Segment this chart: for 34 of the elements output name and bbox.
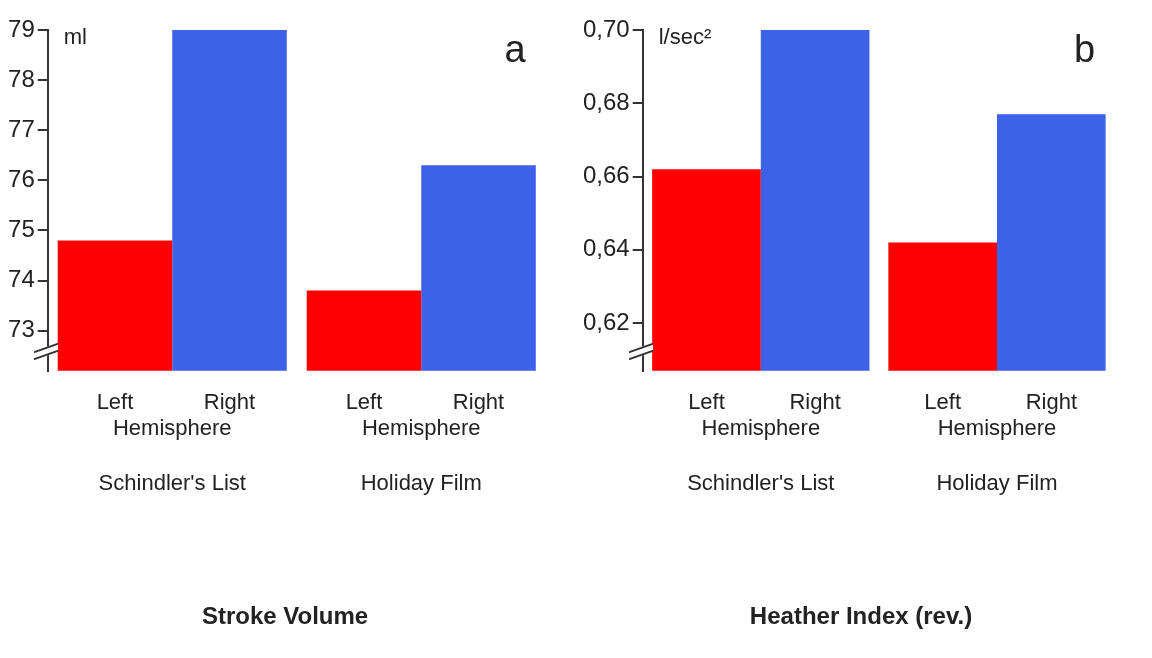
y-tick-label: 0,64 <box>582 234 630 262</box>
series-label: Right <box>452 388 505 414</box>
y-axis-title: l/sec² <box>658 24 712 50</box>
text: Heather Index (rev.) <box>749 602 973 630</box>
y-tick-label: 0,70 <box>582 14 630 42</box>
x-tick-label: Holiday Film <box>936 470 1058 496</box>
text: Left <box>345 388 383 414</box>
text: Right <box>203 388 256 414</box>
series-label: Left <box>96 388 134 414</box>
x-tick-label: Holiday Film <box>360 470 482 496</box>
annotation: Hemisphere <box>361 414 481 440</box>
y-tick-label: 76 <box>8 164 35 192</box>
y-tick-label: 75 <box>8 215 35 243</box>
y-tick-label: 0,62 <box>582 307 630 335</box>
annotation: b <box>1073 28 1096 71</box>
text: Stroke Volume <box>201 602 369 630</box>
series-label: Right <box>789 388 841 414</box>
annotation: Hemisphere <box>937 414 1057 440</box>
text: Left <box>924 388 962 414</box>
y-tick-label: 0,66 <box>582 161 630 189</box>
annotation: Hemisphere <box>701 414 821 440</box>
y-axis-title: ml <box>63 24 87 50</box>
y-tick-label: 77 <box>8 114 35 142</box>
annotation: a <box>504 28 527 71</box>
series-label: Left <box>688 388 725 414</box>
y-tick-label: 79 <box>8 14 35 42</box>
text: Right <box>1025 388 1077 414</box>
x-tick-label: Schindler's List <box>98 470 246 496</box>
annotation: Hemisphere <box>112 414 232 440</box>
y-tick-label: 78 <box>8 64 35 92</box>
x-tick-label: Schindler's List <box>687 470 835 496</box>
y-tick-label: 74 <box>8 265 35 293</box>
y-tick-label: 0,68 <box>582 87 630 115</box>
y-tick-label: 73 <box>8 315 35 343</box>
